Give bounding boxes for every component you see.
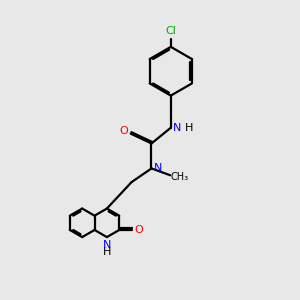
Text: N: N [154,164,162,173]
Text: N: N [173,123,182,133]
Text: Cl: Cl [165,26,176,36]
Text: H: H [184,123,193,133]
Text: N: N [103,240,111,250]
Text: O: O [120,126,128,136]
Text: CH₃: CH₃ [171,172,189,182]
Text: O: O [134,225,143,235]
Text: H: H [103,247,112,257]
